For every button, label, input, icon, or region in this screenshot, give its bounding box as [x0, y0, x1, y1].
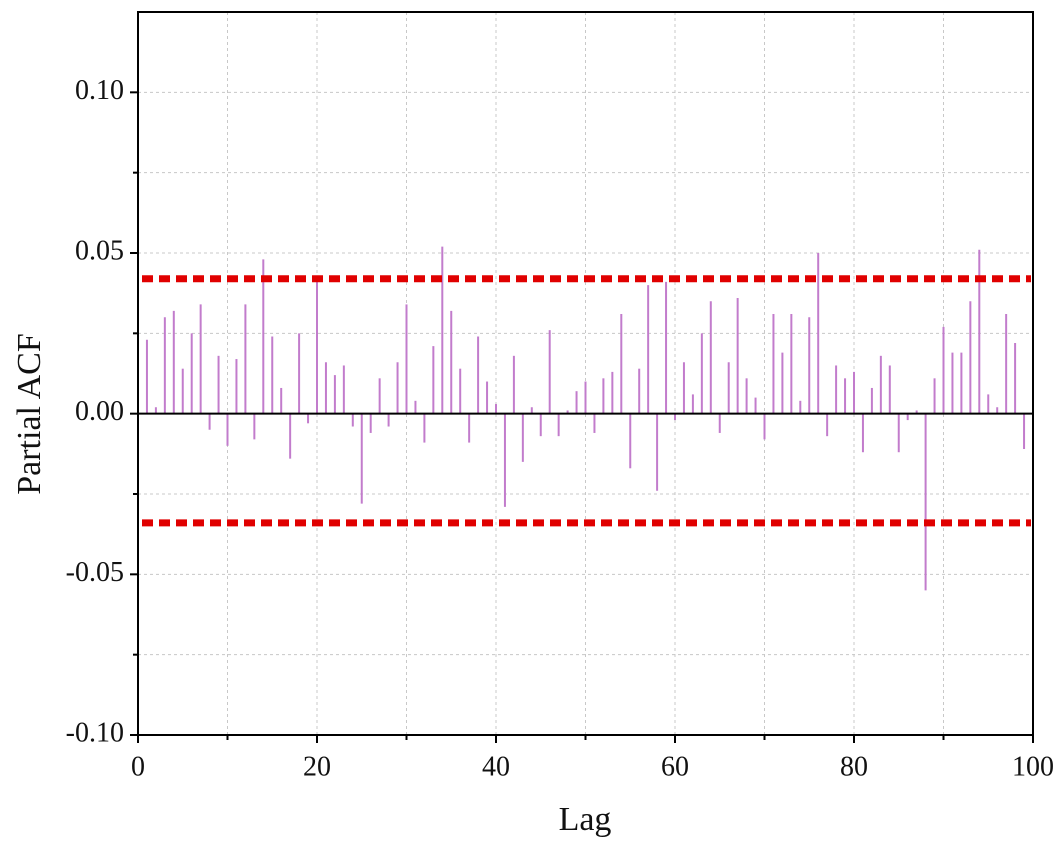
x-tick-label: 0 — [131, 751, 145, 782]
x-tick-label: 60 — [661, 751, 689, 782]
plot-frame — [137, 11, 1034, 736]
x-tick-label: 80 — [840, 751, 868, 782]
y-tick-label: 0.10 — [75, 75, 124, 106]
x-tick-label: 20 — [303, 751, 331, 782]
y-tick-label: -0.10 — [66, 717, 124, 748]
y-axis-title: Partial ACF — [11, 333, 48, 495]
y-tick-label: 0.05 — [75, 235, 124, 266]
x-axis-title: Lag — [559, 801, 612, 838]
x-tick-label: 100 — [1012, 751, 1054, 782]
y-tick-label: 0.00 — [75, 396, 124, 427]
y-tick-label: -0.05 — [66, 557, 124, 588]
x-tick-label: 40 — [482, 751, 510, 782]
